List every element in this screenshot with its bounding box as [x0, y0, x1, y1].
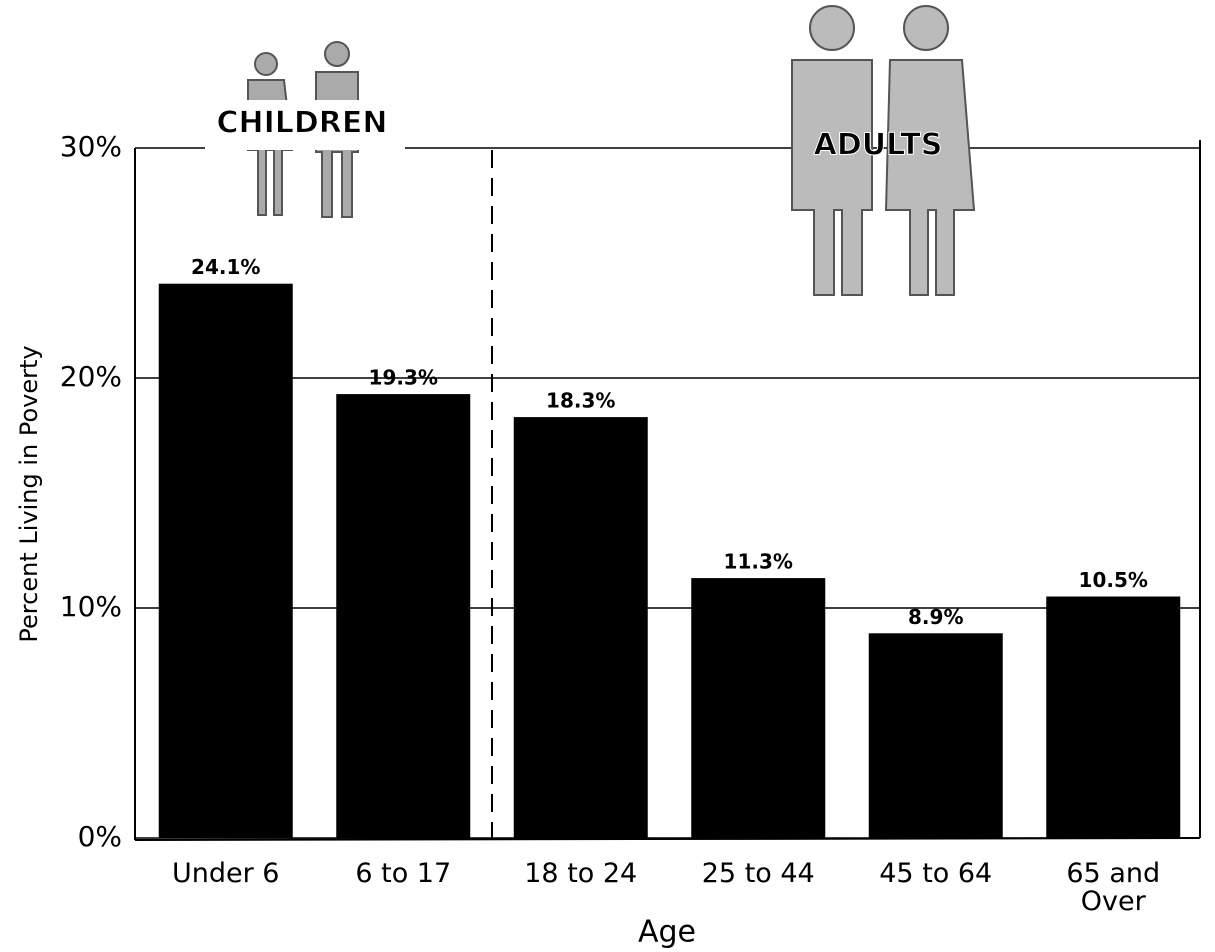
- x-tick-label: 25 to 44: [701, 858, 815, 889]
- value-label: 10.5%: [1079, 568, 1148, 592]
- value-label: 11.3%: [724, 550, 793, 574]
- x-tick-label: 6 to 17: [355, 858, 452, 889]
- y-axis-label: Percent Living in Poverty: [15, 345, 43, 642]
- x-tick-label: Under 6: [172, 858, 280, 889]
- bar: [513, 417, 648, 838]
- bar: [868, 633, 1003, 838]
- bar: [158, 283, 293, 838]
- x-axis-label: Age: [638, 915, 696, 950]
- bar: [691, 578, 826, 838]
- y-tick-label: 20%: [60, 360, 122, 393]
- value-label: 19.3%: [369, 366, 438, 390]
- value-label: 8.9%: [908, 605, 963, 629]
- x-tick-label: 45 to 64: [879, 858, 993, 889]
- x-axis: [134, 837, 1201, 841]
- bar: [1046, 596, 1181, 838]
- value-label: 18.3%: [546, 389, 615, 413]
- label-backdrop: [205, 100, 405, 150]
- value-label: 24.1%: [191, 255, 260, 279]
- x-tick-label: 65 and Over: [1066, 858, 1161, 917]
- bar: [336, 394, 471, 838]
- annotation: CHILDREN: [216, 106, 387, 141]
- x-tick-label: 18 to 24: [524, 858, 638, 889]
- y-tick-label: 0%: [78, 820, 122, 853]
- adults-figures: [791, 5, 976, 296]
- y-tick-label: 30%: [60, 130, 122, 163]
- annotation: ADULTS: [814, 128, 943, 163]
- y-tick-label: 10%: [60, 590, 122, 623]
